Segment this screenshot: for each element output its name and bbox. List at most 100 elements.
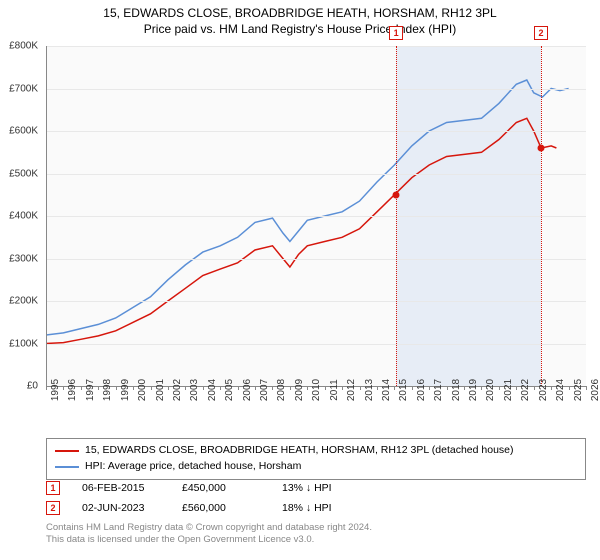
x-tick <box>98 386 99 390</box>
x-tick-label: 2012 <box>346 379 357 401</box>
x-tick-label: 2022 <box>520 379 531 401</box>
y-axis <box>46 46 47 386</box>
x-tick <box>133 386 134 390</box>
gridline <box>46 344 586 345</box>
x-tick-label: 1998 <box>102 379 113 401</box>
x-tick-label: 2014 <box>381 379 392 401</box>
x-tick-label: 1996 <box>67 379 78 401</box>
x-tick <box>394 386 395 390</box>
event-price: £560,000 <box>182 502 260 514</box>
gridline <box>46 131 586 132</box>
gridline <box>46 46 586 47</box>
marker-box-2: 2 <box>534 26 548 40</box>
event-delta: 13% ↓ HPI <box>282 482 360 494</box>
x-tick-label: 2017 <box>433 379 444 401</box>
y-tick-label: £800K <box>0 41 38 52</box>
series-hpi <box>46 80 569 335</box>
x-tick <box>534 386 535 390</box>
legend-item: HPI: Average price, detached house, Hors… <box>55 459 577 475</box>
footer-line1: Contains HM Land Registry data © Crown c… <box>46 522 372 534</box>
x-tick-label: 2003 <box>189 379 200 401</box>
x-tick <box>464 386 465 390</box>
x-tick-label: 1999 <box>120 379 131 401</box>
x-tick-label: 2008 <box>276 379 287 401</box>
x-tick <box>255 386 256 390</box>
x-tick <box>63 386 64 390</box>
x-tick-label: 2005 <box>224 379 235 401</box>
x-tick-label: 2007 <box>259 379 270 401</box>
gridline <box>46 89 586 90</box>
marker-line-1 <box>396 46 397 386</box>
x-tick-label: 2013 <box>364 379 375 401</box>
x-tick <box>516 386 517 390</box>
x-tick-label: 2010 <box>311 379 322 401</box>
x-tick-label: 2009 <box>294 379 305 401</box>
legend: 15, EDWARDS CLOSE, BROADBRIDGE HEATH, HO… <box>46 438 586 480</box>
gridline <box>46 301 586 302</box>
x-tick-label: 2011 <box>329 379 340 401</box>
event-row: 1 06-FEB-2015 £450,000 13% ↓ HPI <box>46 478 360 498</box>
x-tick <box>290 386 291 390</box>
x-tick-label: 2006 <box>242 379 253 401</box>
x-tick-label: 2015 <box>398 379 409 401</box>
y-tick-label: £500K <box>0 168 38 179</box>
x-tick-label: 2023 <box>538 379 549 401</box>
event-delta: 18% ↓ HPI <box>282 502 360 514</box>
event-price: £450,000 <box>182 482 260 494</box>
legend-label: 15, EDWARDS CLOSE, BROADBRIDGE HEATH, HO… <box>85 443 514 459</box>
x-tick <box>342 386 343 390</box>
x-tick <box>151 386 152 390</box>
x-tick <box>412 386 413 390</box>
x-tick <box>220 386 221 390</box>
x-tick <box>272 386 273 390</box>
chart-subtitle: Price paid vs. HM Land Registry's House … <box>0 20 600 36</box>
x-tick <box>325 386 326 390</box>
event-table: 106-FEB-2015£450,00013% ↓ HPI202-JUN-202… <box>46 478 360 518</box>
legend-item: 15, EDWARDS CLOSE, BROADBRIDGE HEATH, HO… <box>55 443 577 459</box>
x-tick <box>168 386 169 390</box>
x-tick-label: 2004 <box>207 379 218 401</box>
y-tick-label: £600K <box>0 126 38 137</box>
marker-point-1 <box>393 191 400 198</box>
footer: Contains HM Land Registry data © Crown c… <box>46 522 372 547</box>
x-tick <box>238 386 239 390</box>
x-tick-label: 2018 <box>451 379 462 401</box>
x-tick-label: 2021 <box>503 379 514 401</box>
y-tick-label: £200K <box>0 296 38 307</box>
y-tick-label: £300K <box>0 253 38 264</box>
x-tick-label: 2016 <box>416 379 427 401</box>
event-date: 06-FEB-2015 <box>82 482 160 494</box>
series-price_paid <box>46 118 556 343</box>
y-tick-label: £700K <box>0 83 38 94</box>
x-tick-label: 2002 <box>172 379 183 401</box>
chart-area: 12 £0£100K£200K£300K£400K£500K£600K£700K… <box>46 46 586 416</box>
x-tick <box>429 386 430 390</box>
chart-title: 15, EDWARDS CLOSE, BROADBRIDGE HEATH, HO… <box>0 0 600 20</box>
x-tick-label: 2025 <box>573 379 584 401</box>
y-tick-label: £400K <box>0 211 38 222</box>
x-tick-label: 2000 <box>137 379 148 401</box>
x-tick <box>481 386 482 390</box>
x-tick-label: 2026 <box>590 379 600 401</box>
x-tick <box>46 386 47 390</box>
legend-label: HPI: Average price, detached house, Hors… <box>85 459 301 475</box>
footer-line2: This data is licensed under the Open Gov… <box>46 534 372 546</box>
x-tick-label: 2024 <box>555 379 566 401</box>
gridline <box>46 174 586 175</box>
event-row: 202-JUN-2023£560,00018% ↓ HPI <box>46 498 360 518</box>
y-tick-label: £100K <box>0 338 38 349</box>
x-tick <box>203 386 204 390</box>
x-tick-label: 1995 <box>50 379 61 401</box>
x-tick-label: 1997 <box>85 379 96 401</box>
legend-swatch <box>55 450 79 452</box>
x-tick <box>447 386 448 390</box>
gridline <box>46 216 586 217</box>
marker-box-1: 1 <box>389 26 403 40</box>
x-tick <box>499 386 500 390</box>
x-tick-label: 2001 <box>155 379 166 401</box>
marker-point-2 <box>538 145 545 152</box>
x-tick <box>360 386 361 390</box>
gridline <box>46 259 586 260</box>
x-tick <box>81 386 82 390</box>
event-marker-1: 1 <box>46 481 60 495</box>
